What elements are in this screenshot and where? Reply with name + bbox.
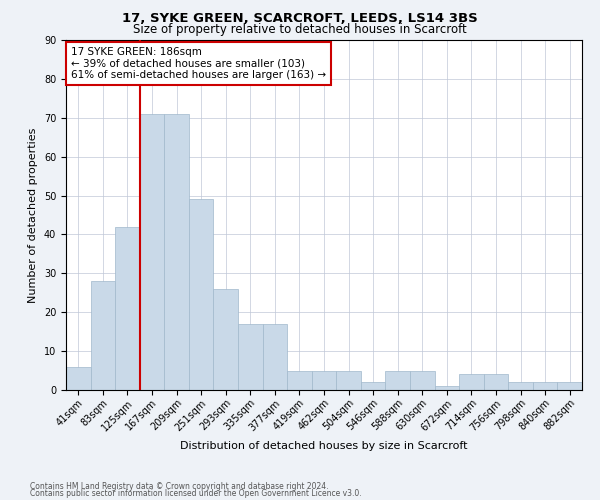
Bar [459,374,484,390]
Text: 17, SYKE GREEN, SCARCROFT, LEEDS, LS14 3BS: 17, SYKE GREEN, SCARCROFT, LEEDS, LS14 3… [122,12,478,26]
Bar [533,382,557,390]
Bar [214,289,238,390]
Bar [164,114,189,390]
Bar [410,370,434,390]
X-axis label: Distribution of detached houses by size in Scarcroft: Distribution of detached houses by size … [180,441,468,451]
Bar [263,324,287,390]
Bar [434,386,459,390]
Text: 17 SYKE GREEN: 186sqm
← 39% of detached houses are smaller (103)
61% of semi-det: 17 SYKE GREEN: 186sqm ← 39% of detached … [71,47,326,80]
Bar [140,114,164,390]
Text: Contains HM Land Registry data © Crown copyright and database right 2024.: Contains HM Land Registry data © Crown c… [30,482,329,491]
Bar [557,382,582,390]
Bar [385,370,410,390]
Bar [115,226,140,390]
Bar [287,370,312,390]
Bar [91,281,115,390]
Bar [484,374,508,390]
Y-axis label: Number of detached properties: Number of detached properties [28,128,38,302]
Text: Size of property relative to detached houses in Scarcroft: Size of property relative to detached ho… [133,22,467,36]
Bar [66,366,91,390]
Bar [312,370,336,390]
Bar [361,382,385,390]
Bar [336,370,361,390]
Bar [189,200,214,390]
Text: Contains public sector information licensed under the Open Government Licence v3: Contains public sector information licen… [30,489,362,498]
Bar [508,382,533,390]
Bar [238,324,263,390]
